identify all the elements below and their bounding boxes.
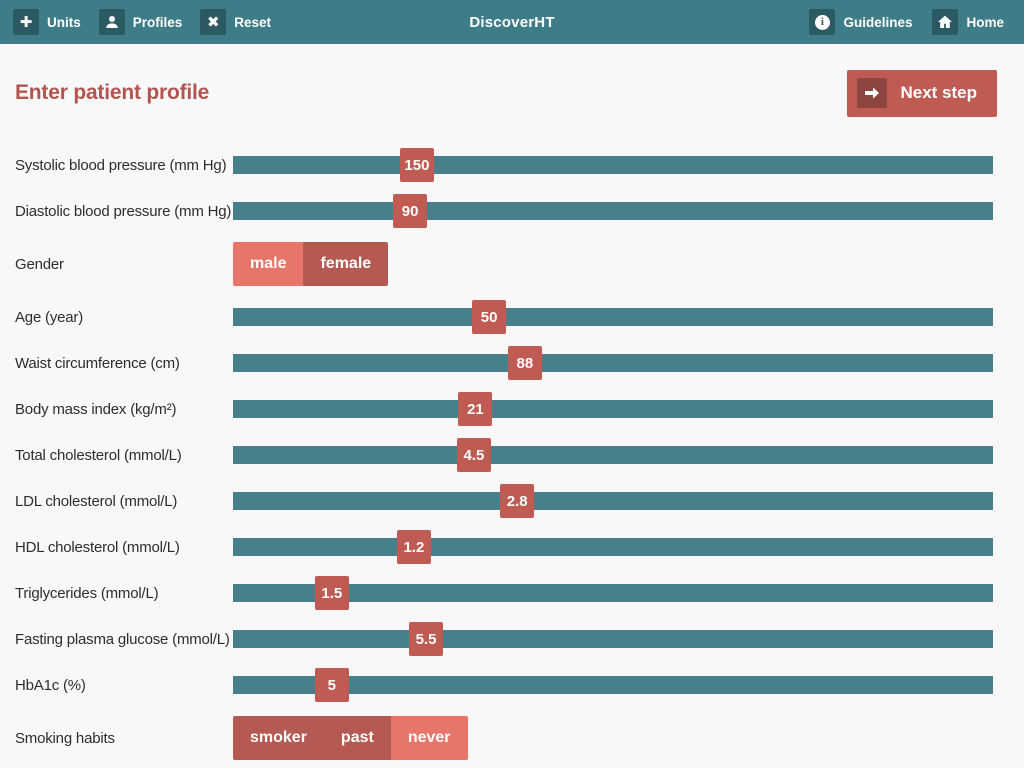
row-label: Gender bbox=[15, 255, 64, 273]
slider-track[interactable] bbox=[233, 202, 993, 220]
form-row: Waist circumference (cm) 88 bbox=[0, 340, 1024, 386]
row-label: HDL cholesterol (mmol/L) bbox=[15, 538, 180, 556]
slider-handle[interactable]: 5.5 bbox=[409, 622, 444, 656]
nav-profiles-button[interactable]: Profiles bbox=[98, 9, 183, 35]
toggle-group: smoker past never bbox=[233, 716, 468, 760]
nav-home-label: Home bbox=[966, 14, 1004, 30]
form-rows: Systolic blood pressure (mm Hg) 150 Diasto… bbox=[0, 142, 1024, 768]
x-icon: ✖ bbox=[200, 9, 227, 35]
toggle-option-past[interactable]: past bbox=[323, 716, 391, 760]
slider-handle[interactable]: 1.2 bbox=[396, 530, 431, 564]
slider-handle[interactable]: 21 bbox=[458, 392, 493, 426]
top-navigation-bar: ✚ Units Profiles ✖ Reset DiscoverHT i Gu… bbox=[0, 0, 1024, 44]
nav-guidelines-label: Guidelines bbox=[843, 14, 913, 30]
slider-handle[interactable]: 2.8 bbox=[500, 484, 535, 518]
slider-control: 150 bbox=[233, 142, 993, 188]
slider-track[interactable] bbox=[233, 400, 993, 418]
nav-home-button[interactable]: Home bbox=[932, 9, 1004, 35]
slider-control: 90 bbox=[233, 188, 993, 234]
next-step-button[interactable]: Next step bbox=[847, 69, 997, 117]
page-header: Enter patient profile Next step bbox=[0, 44, 1024, 142]
form-row: Triglycerides (mmol/L) 1.5 bbox=[0, 570, 1024, 616]
row-label: Systolic blood pressure (mm Hg) bbox=[15, 156, 227, 174]
row-label: Body mass index (kg/m²) bbox=[15, 400, 177, 418]
slider-control: 5.5 bbox=[233, 616, 993, 662]
nav-units-button[interactable]: ✚ Units bbox=[13, 9, 81, 35]
app-title: DiscoverHT bbox=[469, 13, 555, 31]
form-row: HDL cholesterol (mmol/L) 1.2 bbox=[0, 524, 1024, 570]
slider-track[interactable] bbox=[233, 308, 993, 326]
row-label: HbA1c (%) bbox=[15, 676, 86, 694]
slider-control: 1.5 bbox=[233, 570, 993, 616]
form-row: HbA1c (%) 5 bbox=[0, 662, 1024, 708]
next-step-label: Next step bbox=[900, 83, 977, 102]
page-title: Enter patient profile bbox=[15, 81, 210, 104]
slider-control: 2.8 bbox=[233, 478, 993, 524]
nav-reset-button[interactable]: ✖ Reset bbox=[200, 9, 271, 35]
arrow-right-icon bbox=[857, 78, 888, 108]
slider-handle[interactable]: 1.5 bbox=[314, 576, 349, 610]
form-row: Diastolic blood pressure (mm Hg) 90 bbox=[0, 188, 1024, 234]
row-label: Smoking habits bbox=[15, 729, 115, 747]
toggle-option-female[interactable]: female bbox=[303, 242, 389, 286]
slider-control: 88 bbox=[233, 340, 993, 386]
form-row: Smoking habits smoker past never bbox=[0, 708, 1024, 768]
slider-track[interactable] bbox=[233, 354, 993, 372]
slider-track[interactable] bbox=[233, 492, 993, 510]
form-row: Fasting plasma glucose (mmol/L) 5.5 bbox=[0, 616, 1024, 662]
slider-handle[interactable]: 5 bbox=[314, 668, 349, 702]
form-row: Age (year) 50 bbox=[0, 294, 1024, 340]
form-row: Total cholesterol (mmol/L) 4.5 bbox=[0, 432, 1024, 478]
nav-right-group: i Guidelines Home bbox=[809, 9, 1004, 35]
slider-track[interactable] bbox=[233, 676, 993, 694]
slider-control: 1.2 bbox=[233, 524, 993, 570]
slider-control: 4.5 bbox=[233, 432, 993, 478]
toggle-option-smoker[interactable]: smoker bbox=[233, 716, 324, 760]
person-icon bbox=[98, 9, 125, 35]
row-label: Age (year) bbox=[15, 308, 84, 326]
toggle-control: smoker past never bbox=[233, 708, 993, 768]
slider-control: 5 bbox=[233, 662, 993, 708]
row-label: Total cholesterol (mmol/L) bbox=[15, 446, 182, 464]
slider-handle[interactable]: 4.5 bbox=[456, 438, 491, 472]
row-label: Waist circumference (cm) bbox=[15, 354, 180, 372]
row-label: Fasting plasma glucose (mmol/L) bbox=[15, 630, 230, 648]
info-icon: i bbox=[809, 9, 836, 35]
slider-track[interactable] bbox=[233, 446, 993, 464]
slider-track[interactable] bbox=[233, 156, 993, 174]
slider-control: 21 bbox=[233, 386, 993, 432]
form-row: LDL cholesterol (mmol/L) 2.8 bbox=[0, 478, 1024, 524]
form-row: Body mass index (kg/m²) 21 bbox=[0, 386, 1024, 432]
nav-units-label: Units bbox=[47, 14, 81, 30]
row-label: Triglycerides (mmol/L) bbox=[15, 584, 159, 602]
slider-handle[interactable]: 50 bbox=[472, 300, 507, 334]
nav-reset-label: Reset bbox=[234, 14, 272, 30]
nav-guidelines-button[interactable]: i Guidelines bbox=[809, 9, 912, 35]
row-label: Diastolic blood pressure (mm Hg) bbox=[15, 202, 232, 220]
row-label: LDL cholesterol (mmol/L) bbox=[15, 492, 178, 510]
slider-handle[interactable]: 150 bbox=[399, 148, 434, 182]
nav-profiles-label: Profiles bbox=[132, 14, 183, 30]
toggle-option-male[interactable]: male bbox=[233, 242, 304, 286]
home-icon bbox=[932, 9, 959, 35]
slider-handle[interactable]: 90 bbox=[393, 194, 428, 228]
slider-track[interactable] bbox=[233, 538, 993, 556]
slider-handle[interactable]: 88 bbox=[507, 346, 542, 380]
nav-left-group: ✚ Units Profiles ✖ Reset bbox=[13, 9, 271, 35]
plus-icon: ✚ bbox=[13, 9, 39, 35]
form-row: Systolic blood pressure (mm Hg) 150 bbox=[0, 142, 1024, 188]
toggle-option-never[interactable]: never bbox=[390, 716, 468, 760]
form-row: Gender male female bbox=[0, 234, 1024, 294]
slider-control: 50 bbox=[233, 294, 993, 340]
toggle-control: male female bbox=[233, 234, 993, 294]
slider-track[interactable] bbox=[233, 630, 993, 648]
slider-track[interactable] bbox=[233, 584, 993, 602]
toggle-group: male female bbox=[233, 242, 389, 286]
